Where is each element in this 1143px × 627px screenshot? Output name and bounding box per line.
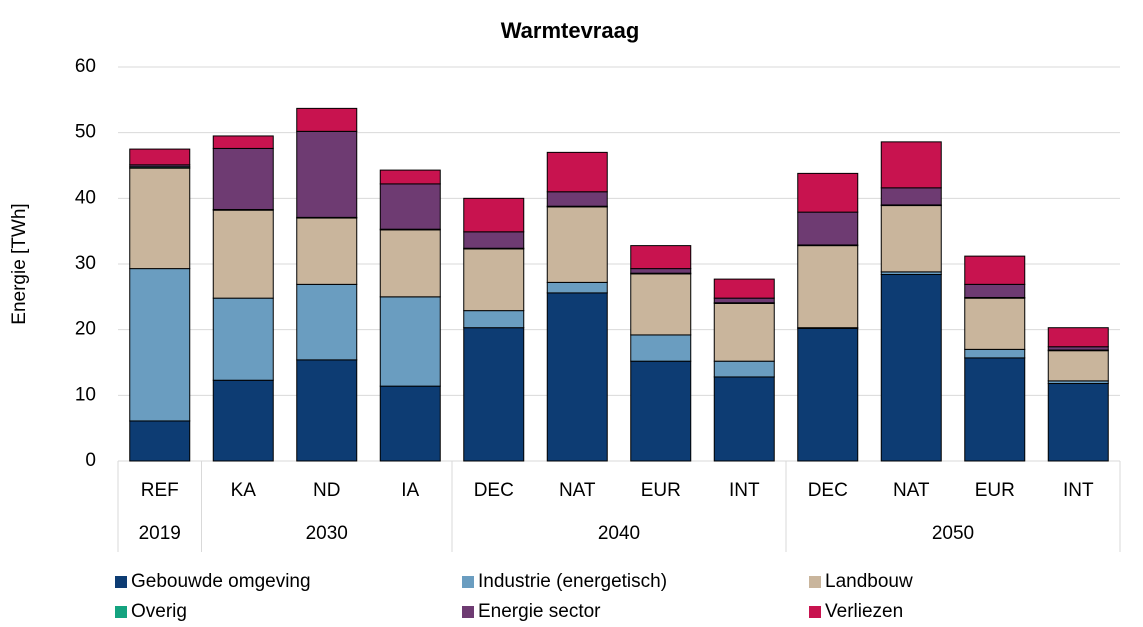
- bar-segment: [797, 245, 859, 329]
- bar-segment: [463, 310, 525, 329]
- bar-segment: [713, 297, 775, 304]
- bar-segment: [630, 268, 692, 274]
- x-tick-label: EUR: [975, 480, 1015, 501]
- x-tick-label: EUR: [641, 480, 681, 501]
- bar-segment: [713, 278, 775, 299]
- x-tick-label: DEC: [474, 480, 514, 501]
- bar-segment: [212, 379, 274, 462]
- bar-segment: [296, 107, 358, 132]
- bar-segment: [379, 229, 441, 298]
- bar-segment: [964, 357, 1026, 462]
- y-tick-label: 20: [75, 319, 96, 340]
- bar-segment: [797, 211, 859, 246]
- bar-segment: [880, 187, 942, 206]
- bar-segment: [546, 281, 608, 294]
- legend-label: Verliezen: [825, 601, 903, 622]
- bar-segment: [212, 147, 274, 210]
- bar-segment: [1047, 327, 1109, 348]
- x-tick-label: KA: [231, 480, 257, 501]
- legend-swatch: [462, 576, 474, 588]
- bar-segment: [630, 334, 692, 362]
- bar-segment: [546, 292, 608, 462]
- x-tick-label: NAT: [559, 480, 596, 501]
- bar-segment: [379, 385, 441, 462]
- y-tick-label: 0: [85, 450, 96, 471]
- bar-segment: [630, 360, 692, 462]
- bar-segment: [379, 169, 441, 185]
- bar-segment: [880, 274, 942, 462]
- bar-segment: [964, 283, 1026, 298]
- bar-segment: [212, 297, 274, 381]
- y-tick-label: 30: [75, 253, 96, 274]
- group-label: 2030: [306, 523, 348, 544]
- legend-swatch: [115, 606, 127, 618]
- bar-segment: [463, 248, 525, 312]
- y-tick-label: 50: [75, 122, 96, 143]
- y-tick-label: 40: [75, 187, 96, 208]
- bar-segment: [129, 167, 191, 270]
- bar-segment: [880, 141, 942, 189]
- bar-segment: [296, 130, 358, 218]
- bar-segment: [1047, 350, 1109, 382]
- bar-segment: [713, 376, 775, 462]
- x-tick-label: ND: [313, 480, 340, 501]
- legend-label: Landbouw: [825, 571, 913, 592]
- bar-segment: [797, 327, 859, 462]
- x-tick-label: DEC: [808, 480, 848, 501]
- bar-segment: [630, 273, 692, 336]
- bar-segment: [463, 197, 525, 233]
- chart-title: Warmtevraag: [501, 18, 640, 43]
- group-label: 2019: [139, 523, 181, 544]
- x-tick-label: INT: [729, 480, 760, 501]
- bar-segment: [129, 268, 191, 422]
- bar-segment: [212, 209, 274, 299]
- bar-segment: [546, 151, 608, 193]
- x-tick-label: REF: [141, 480, 179, 501]
- bar-segment: [964, 297, 1026, 350]
- group-label: 2040: [598, 523, 640, 544]
- legend-label: Energie sector: [478, 601, 601, 622]
- group-label: 2050: [932, 523, 974, 544]
- bar-segment: [797, 172, 859, 213]
- bar-segment: [296, 283, 358, 361]
- y-tick-label: 10: [75, 384, 96, 405]
- legend-swatch: [809, 576, 821, 588]
- bar-segment: [546, 206, 608, 283]
- legend-label: Gebouwde omgeving: [131, 571, 311, 592]
- bar-segment: [212, 135, 274, 149]
- bar-segment: [379, 183, 441, 230]
- bar-segment: [546, 191, 608, 207]
- bar-segment: [713, 360, 775, 378]
- legend-swatch: [462, 606, 474, 618]
- bar-segment: [379, 296, 441, 387]
- x-tick-label: NAT: [893, 480, 930, 501]
- bar-segment: [296, 217, 358, 285]
- bar-segment: [630, 245, 692, 270]
- legend-label: Industrie (energetisch): [478, 571, 667, 592]
- bar-segment: [880, 205, 942, 273]
- y-tick-label: 60: [75, 56, 96, 77]
- bar-segment: [296, 359, 358, 462]
- bar-segment: [964, 255, 1026, 285]
- bar-segment: [463, 327, 525, 462]
- bar-segment: [463, 231, 525, 249]
- bar-segment: [713, 302, 775, 362]
- bar-segment: [129, 420, 191, 462]
- legend-swatch: [115, 576, 127, 588]
- bar-segment: [129, 148, 191, 166]
- x-tick-label: INT: [1063, 480, 1094, 501]
- x-tick-label: IA: [401, 480, 419, 501]
- y-axis-label: Energie [TWh]: [9, 203, 30, 324]
- bar-segment: [1047, 383, 1109, 462]
- legend-swatch: [809, 606, 821, 618]
- bar-segment: [964, 348, 1026, 359]
- legend-label: Overig: [131, 601, 187, 622]
